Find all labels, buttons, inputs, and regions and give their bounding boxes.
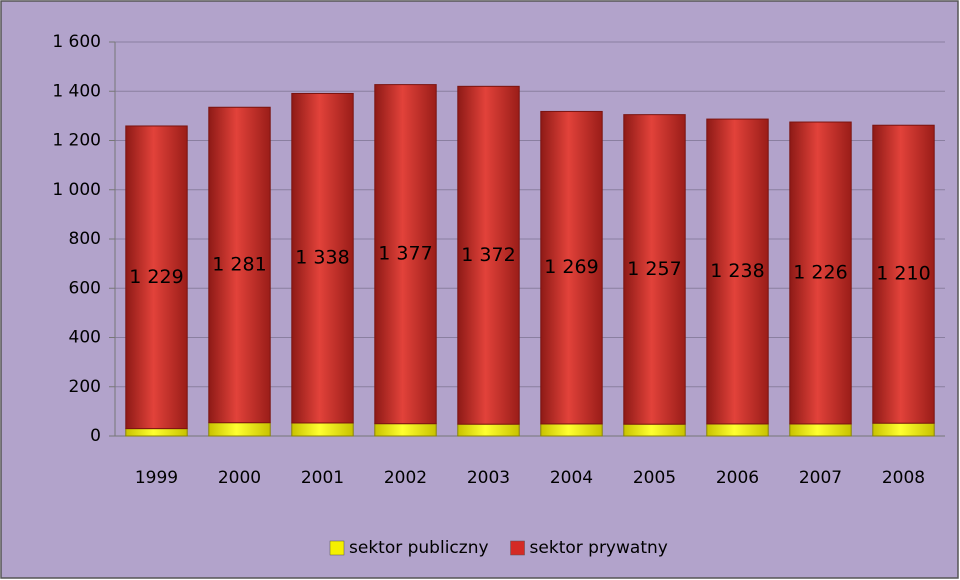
x-tick-label: 2005 [633,468,676,488]
legend-swatch [510,540,525,556]
bar-segment [374,84,437,425]
bar-segment [706,118,769,425]
x-tick-label: 2003 [467,468,510,488]
bar-segment [623,114,686,425]
y-tick-label: 200 [69,377,101,397]
x-tick-label: 2002 [384,468,427,488]
data-label: 1 377 [378,243,432,265]
bar-segment [125,125,188,430]
bar-segment [208,106,271,424]
data-label: 1 229 [129,266,183,288]
bar-segment [457,423,520,437]
bar-segment [291,92,354,424]
y-tick-label: 1 200 [52,131,101,151]
x-tick-label: 2006 [716,468,759,488]
bar-segment [540,110,603,425]
bar-segment [374,423,437,437]
bar-segment [789,121,852,425]
data-label: 1 372 [461,244,515,266]
legend-swatch [329,540,345,556]
data-label: 1 238 [710,260,764,282]
data-label: 1 281 [212,253,266,275]
x-tick-label: 2008 [882,468,925,488]
data-label: 1 338 [295,247,349,269]
y-tick-label: 0 [90,426,101,446]
y-tick-label: 600 [69,278,101,298]
bar-segment [789,423,852,437]
data-label: 1 269 [544,256,598,278]
data-label: 1 226 [793,261,847,283]
x-tick-label: 1999 [135,468,178,488]
y-tick-label: 400 [69,328,101,348]
y-tick-label: 1 000 [52,180,101,200]
x-tick-label: 2007 [799,468,842,488]
x-tick-label: 2004 [550,468,593,488]
bar-segment [872,124,935,424]
data-label: 1 210 [876,263,930,285]
data-label: 1 257 [627,258,681,280]
x-tick-label: 2001 [301,468,344,488]
legend-label: sektor prywatny [530,538,668,558]
x-tick-label: 2000 [218,468,261,488]
bar-segment [872,422,935,437]
y-tick-label: 800 [69,229,101,249]
bar-segment [457,85,520,425]
bar-segment [291,422,354,437]
bar-segment [125,428,188,437]
bar-segment [208,422,271,437]
bar-segment [623,423,686,437]
legend-label: sektor publiczny [349,538,489,558]
bar-segment [706,423,769,437]
bar-segment [540,423,603,437]
y-tick-label: 1 400 [52,81,101,101]
y-tick-label: 1 600 [52,32,101,52]
